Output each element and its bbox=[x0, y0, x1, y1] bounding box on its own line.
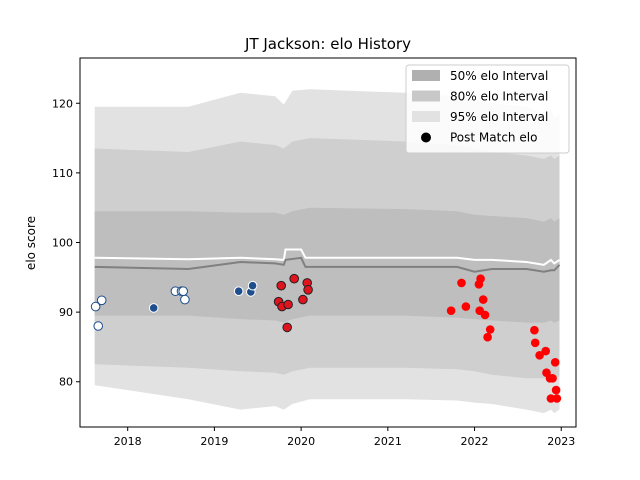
data-point-red bbox=[541, 346, 550, 356]
data-point-red bbox=[461, 302, 471, 311]
plot-area bbox=[90, 89, 562, 414]
x-tick-label: 2022 bbox=[461, 435, 489, 448]
y-tick-label: 120 bbox=[52, 97, 73, 110]
legend-label: 50% elo Interval bbox=[450, 69, 548, 83]
median-line bbox=[94, 256, 561, 273]
data-point-white bbox=[90, 301, 101, 312]
data-point-red bbox=[483, 332, 492, 342]
data-point-red bbox=[446, 306, 456, 316]
x-tick-label: 2023 bbox=[547, 435, 575, 448]
data-point-red bbox=[535, 351, 544, 360]
data-point-white bbox=[178, 286, 188, 297]
band-50-interval bbox=[94, 207, 560, 323]
legend-swatch bbox=[412, 111, 440, 122]
data-point-navy bbox=[247, 280, 258, 291]
x-tick-label: 2019 bbox=[200, 435, 228, 448]
data-point-navy bbox=[233, 286, 244, 297]
data-point-red-outlined bbox=[303, 285, 313, 295]
data-point-red-outlined bbox=[298, 294, 308, 305]
data-point-red bbox=[550, 358, 560, 367]
legend-swatch bbox=[412, 90, 440, 102]
data-point-red bbox=[552, 394, 562, 403]
data-point-red bbox=[530, 338, 540, 348]
data-point-red bbox=[478, 295, 488, 304]
data-point-red bbox=[551, 385, 561, 395]
data-point-red bbox=[476, 274, 485, 284]
legend-label: 80% elo Interval bbox=[450, 90, 548, 104]
x-tick-label: 2020 bbox=[287, 435, 315, 448]
data-point-red bbox=[480, 310, 490, 320]
y-tick-label: 80 bbox=[59, 376, 73, 389]
data-point-red bbox=[530, 325, 539, 335]
legend-marker bbox=[421, 132, 431, 143]
data-point-navy bbox=[148, 303, 159, 313]
y-tick-label: 110 bbox=[52, 167, 73, 180]
white-line bbox=[94, 248, 561, 266]
data-point-red-outlined bbox=[283, 299, 293, 310]
data-point-red-outlined bbox=[276, 280, 287, 291]
data-point-red-outlined bbox=[282, 322, 293, 333]
data-point-white bbox=[96, 295, 107, 306]
data-point-red-outlined bbox=[289, 273, 300, 284]
y-tick-label: 90 bbox=[59, 306, 73, 319]
x-tick-label: 2021 bbox=[374, 435, 402, 448]
data-point-red bbox=[457, 278, 466, 288]
data-point-white bbox=[93, 321, 103, 331]
legend-swatch bbox=[412, 70, 440, 81]
chart-title: JT Jackson: elo History bbox=[244, 35, 411, 53]
y-axis-label: elo score bbox=[24, 216, 38, 270]
data-point-white bbox=[180, 294, 190, 305]
data-point-red bbox=[548, 374, 557, 383]
legend-label: 95% elo Interval bbox=[450, 110, 548, 124]
x-tick-label: 2018 bbox=[114, 435, 142, 448]
data-point-red bbox=[485, 325, 495, 334]
legend-label: Post Match elo bbox=[450, 131, 537, 145]
y-tick-label: 100 bbox=[52, 237, 73, 250]
data-point-red bbox=[546, 394, 556, 403]
legend-box bbox=[405, 64, 570, 154]
